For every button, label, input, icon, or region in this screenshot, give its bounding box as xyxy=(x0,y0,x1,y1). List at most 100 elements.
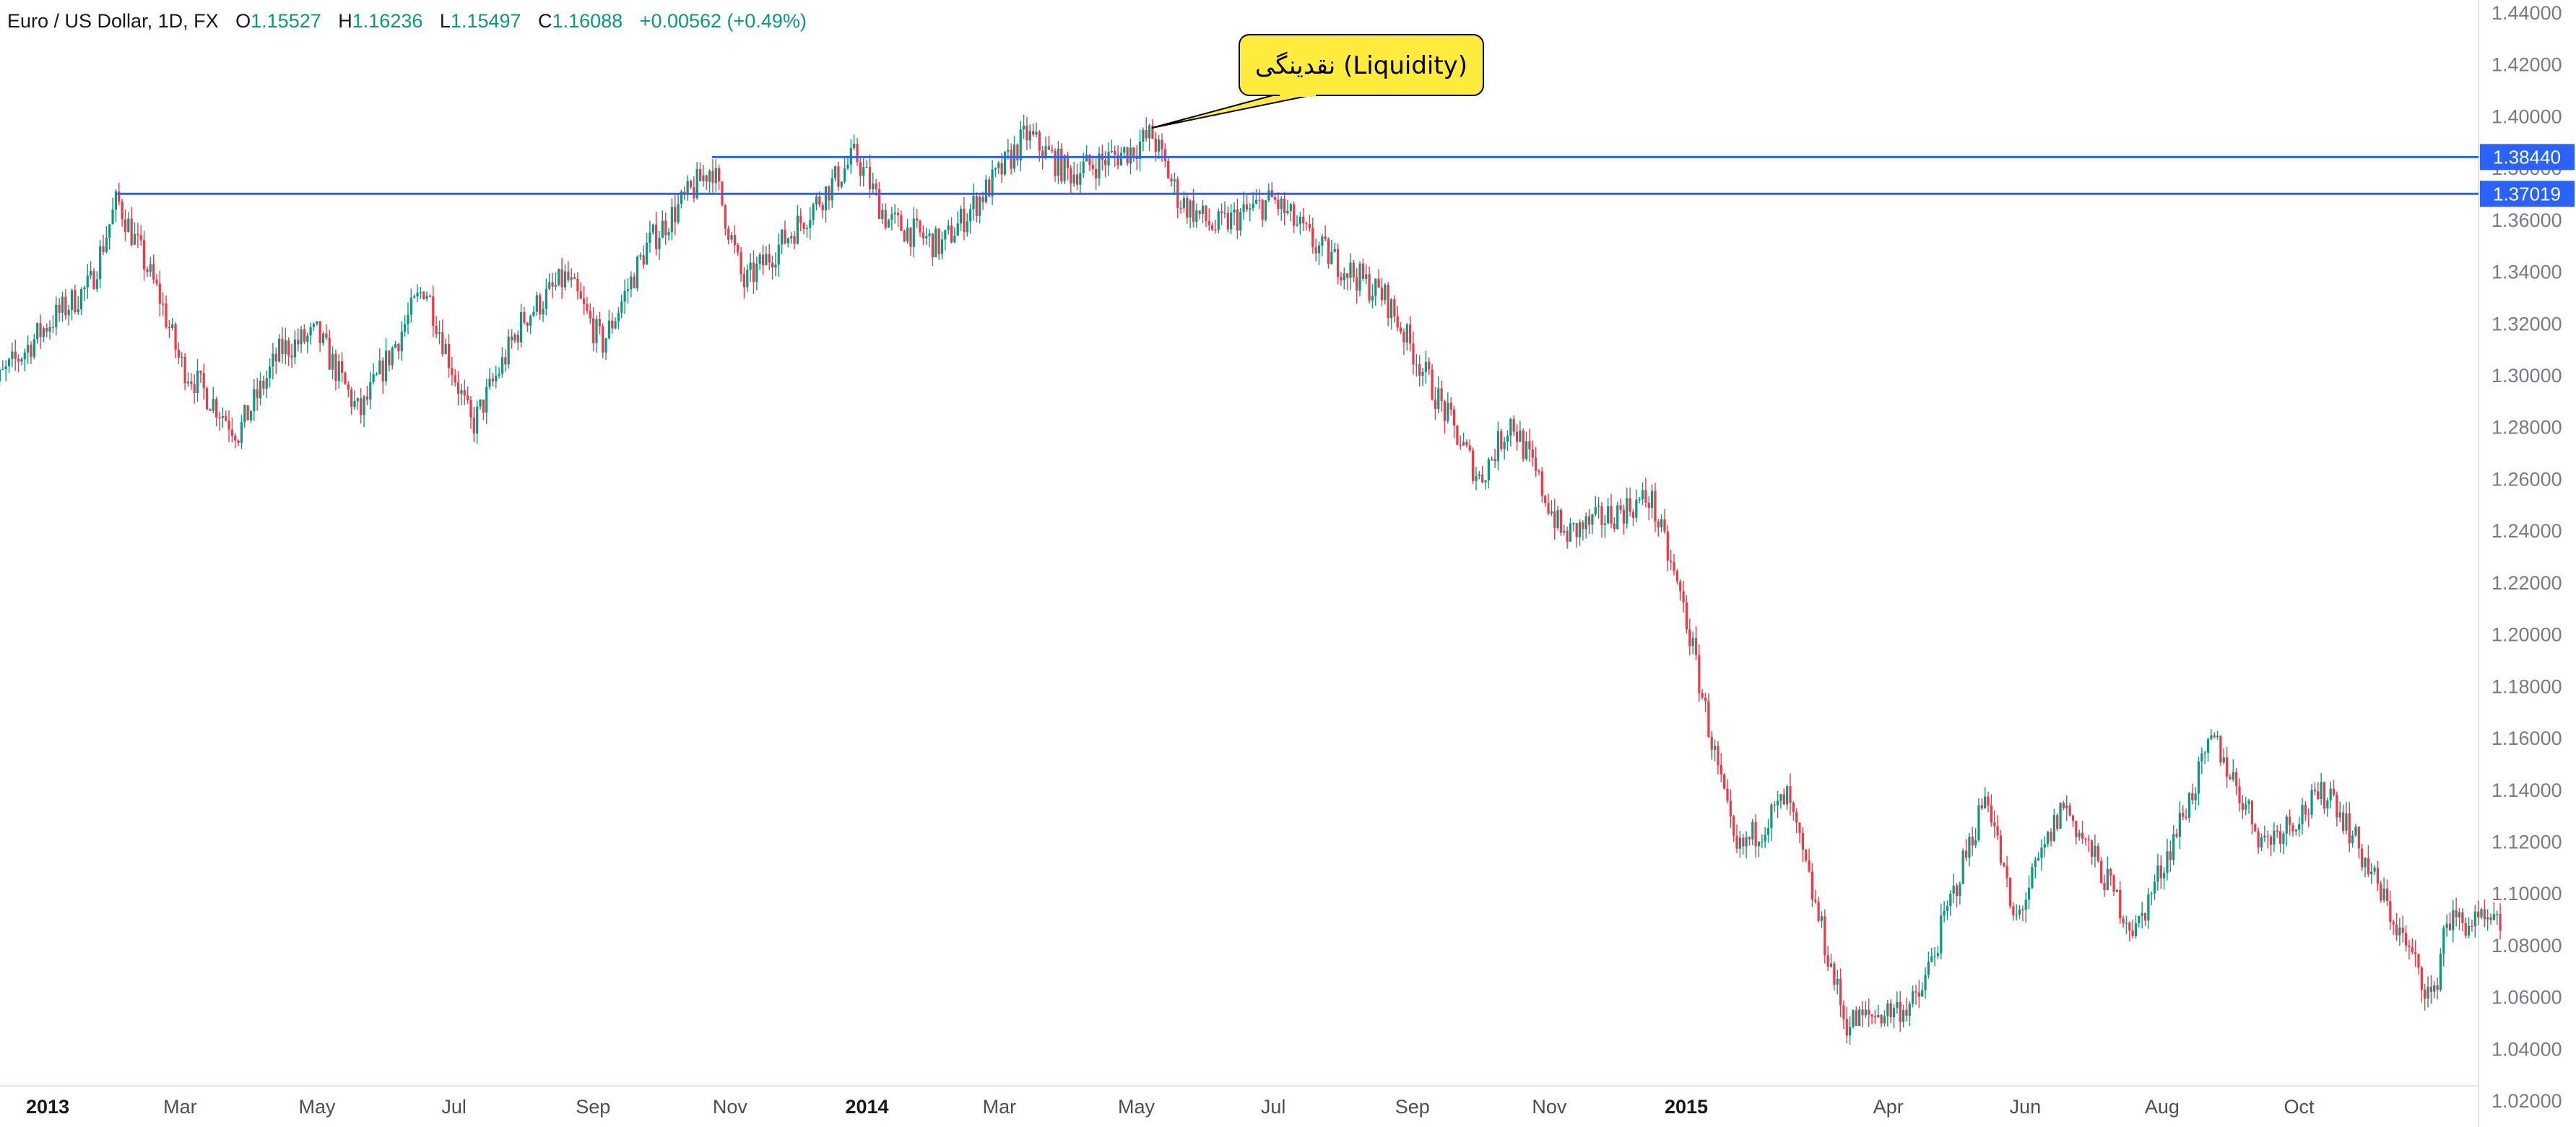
candle-body xyxy=(1613,523,1616,530)
level-price-badge xyxy=(2480,181,2575,207)
candle-body xyxy=(1361,263,1364,279)
candle-body xyxy=(1352,262,1355,278)
candle-body xyxy=(844,168,846,182)
candle-body xyxy=(2442,928,2445,954)
candle-body xyxy=(1820,916,1823,921)
candle-body xyxy=(645,243,649,265)
candle-body xyxy=(378,360,381,374)
candle-body xyxy=(617,312,620,321)
y-tick-label: 1.14000 xyxy=(2492,780,2562,801)
candle-body xyxy=(944,230,947,240)
candle-body xyxy=(2310,790,2313,815)
candle-body xyxy=(1673,561,1675,571)
candles xyxy=(0,114,2502,1045)
candle-body xyxy=(375,373,378,375)
candle-body xyxy=(1675,571,1678,582)
candle-body xyxy=(1437,388,1440,410)
candle-body xyxy=(846,164,849,169)
candle-body xyxy=(988,179,991,197)
candle-body xyxy=(1210,225,1214,230)
candle-body xyxy=(2018,909,2021,915)
liquidity-callout[interactable]: نقدینگی (Liquidity) xyxy=(1151,34,1484,129)
candle-body xyxy=(1114,150,1116,155)
candle-body xyxy=(1528,441,1531,450)
candle-body xyxy=(1145,129,1148,139)
candle-body xyxy=(1421,371,1424,376)
candle-body xyxy=(1358,263,1361,291)
candle-body xyxy=(287,340,290,356)
candle-body xyxy=(2031,867,2034,888)
candle-body xyxy=(1007,150,1010,152)
candle-body xyxy=(1694,638,1698,655)
x-tick-label: 2013 xyxy=(26,1096,69,1118)
candle-body xyxy=(602,326,604,353)
candle-body xyxy=(805,228,809,229)
candle-body xyxy=(2200,753,2203,762)
y-tick-label: 1.20000 xyxy=(2492,624,2562,646)
candle-body xyxy=(2087,839,2090,841)
candle-body xyxy=(2034,860,2037,868)
candle-body xyxy=(1267,190,1270,201)
candle-body xyxy=(937,228,940,254)
candle-body xyxy=(1179,207,1182,209)
candle-body xyxy=(1559,509,1563,533)
candle-body xyxy=(1308,224,1311,228)
x-tick-label: Oct xyxy=(2284,1096,2315,1118)
candle-body xyxy=(451,368,454,376)
x-tick-label: 2015 xyxy=(1665,1096,1708,1118)
candle-body xyxy=(1230,212,1233,230)
price-axis[interactable]: 1.02000 1.04000 1.06000 1.08000 1.10000 1.120… xyxy=(2492,2,2562,1112)
candle-body xyxy=(573,277,576,279)
candle-body xyxy=(347,384,350,390)
candle-body xyxy=(607,320,610,339)
candle-body xyxy=(1123,147,1126,153)
candle-body xyxy=(2317,791,2320,800)
candle-body xyxy=(2203,752,2206,754)
candle-body xyxy=(626,289,630,291)
candle-body xyxy=(558,269,560,285)
candle-body xyxy=(2056,815,2059,829)
candle-body xyxy=(2232,772,2234,780)
candle-body xyxy=(1688,629,1691,647)
candle-body xyxy=(1095,168,1098,178)
candle-body xyxy=(1773,804,1776,806)
time-axis[interactable]: 2013 Mar May Jul Sep Nov 2014 Mar May Jul Sep Nov 20… xyxy=(26,1096,2315,1118)
candle-body xyxy=(1387,285,1389,319)
candle-body xyxy=(454,375,456,383)
candle-body xyxy=(2235,772,2238,787)
candle-body xyxy=(824,186,828,211)
candle-body xyxy=(1622,509,1626,524)
candle-body xyxy=(812,204,815,220)
candle-body xyxy=(642,255,645,265)
candle-body xyxy=(1968,837,1971,858)
candle-body xyxy=(2027,887,2031,900)
candle-body xyxy=(463,390,466,396)
candle-body xyxy=(630,276,633,290)
candle-body xyxy=(1016,144,1019,161)
x-tick-label: Apr xyxy=(1873,1096,1904,1118)
candle-body xyxy=(2050,832,2052,841)
candle-body xyxy=(2455,910,2458,917)
candle-body xyxy=(472,418,475,434)
candle-body xyxy=(519,312,523,342)
candle-body xyxy=(1971,837,1974,846)
candle-body xyxy=(328,337,331,370)
candle-body xyxy=(1343,273,1345,281)
candle-body xyxy=(2354,826,2357,836)
candle-body xyxy=(1356,277,1358,291)
candle-body xyxy=(752,262,755,282)
candle-body xyxy=(1000,163,1003,175)
candle-body xyxy=(1999,835,2003,863)
candle-body xyxy=(611,320,614,329)
candle-body xyxy=(595,319,598,343)
candle-body xyxy=(0,369,1,382)
y-tick-label: 1.26000 xyxy=(2492,468,2562,490)
candle-body xyxy=(4,366,7,370)
candle-body xyxy=(1776,800,1779,806)
candle-body xyxy=(1245,204,1249,210)
candle-body xyxy=(1158,139,1161,152)
candle-body xyxy=(1107,152,1110,165)
candle-body xyxy=(1883,1016,1886,1024)
candle-body xyxy=(991,169,994,197)
